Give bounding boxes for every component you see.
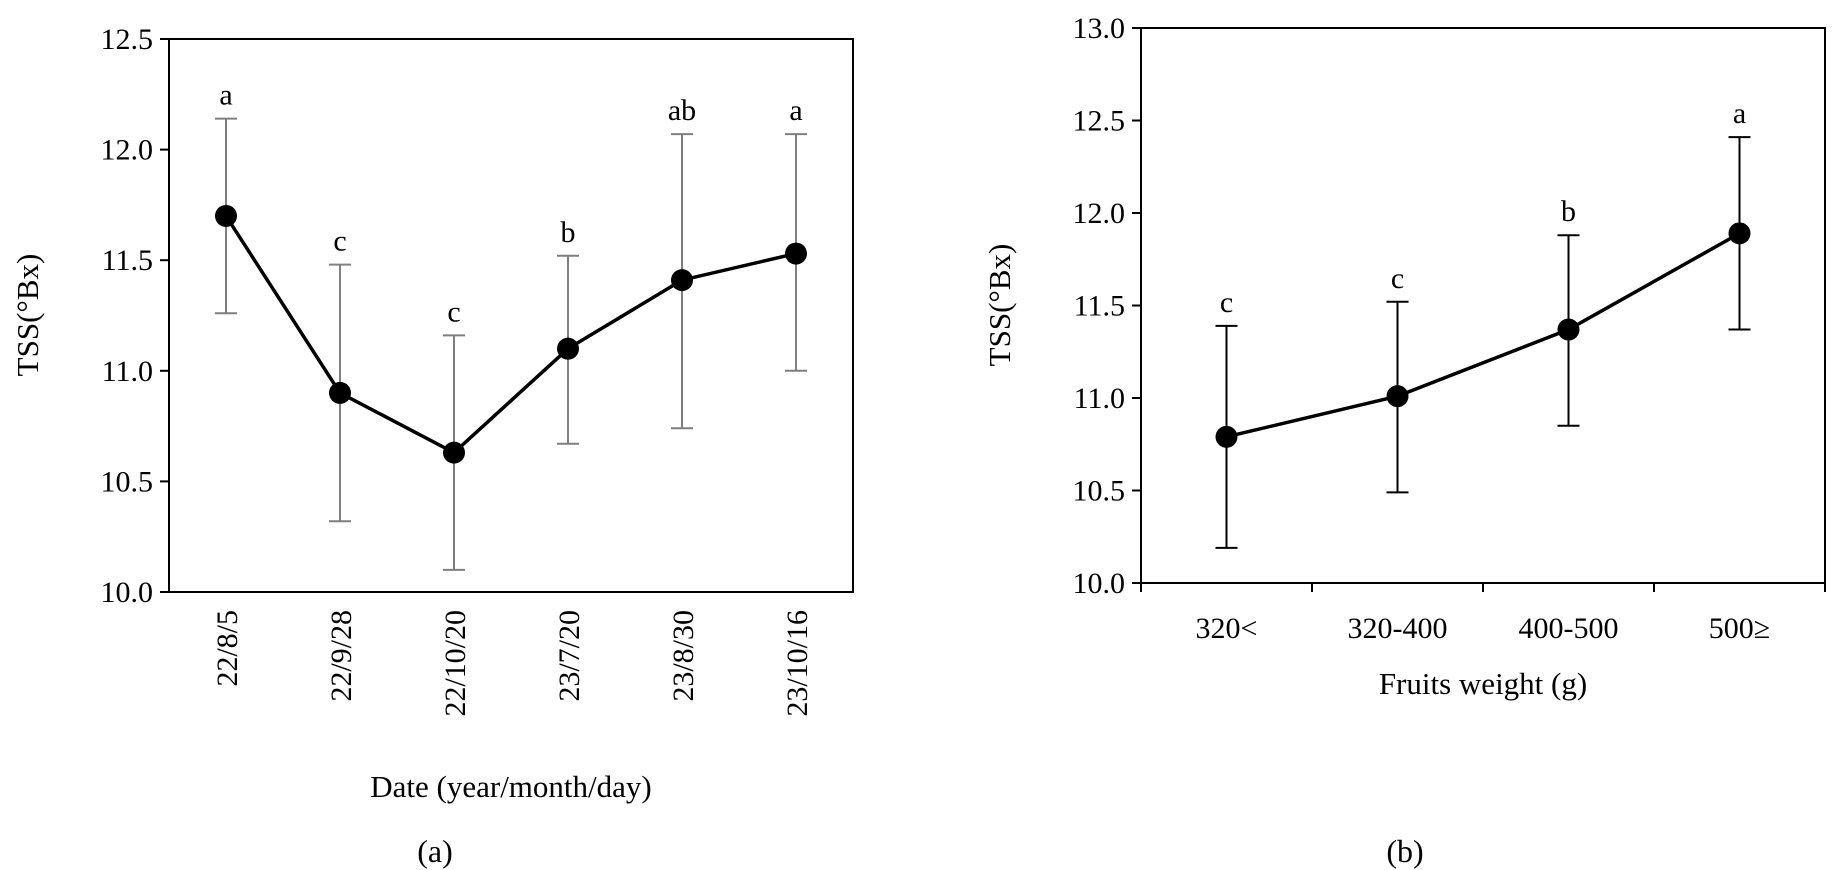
b-significance-label: b (1561, 195, 1576, 228)
a-x-tick-label: 23/8/30 (667, 610, 700, 702)
b-data-point (1215, 425, 1238, 448)
a-significance-label: b (561, 216, 576, 249)
a-x-tick-label: 23/10/16 (781, 610, 814, 717)
a-data-point (443, 441, 465, 464)
a-x-tick-label: 22/8/5 (211, 610, 244, 687)
panel-a-series: a c c b ab a (215, 79, 807, 571)
a-y-tick-label: 10.0 (101, 576, 154, 609)
panel-b-label: (b) (1386, 833, 1423, 869)
b-x-tick-label: 320< (1196, 612, 1258, 645)
b-significance-label: c (1391, 262, 1404, 295)
panel-a-y-axis-title: TSS(°Bx) (10, 254, 45, 377)
a-x-tick-label: 23/7/20 (553, 610, 586, 702)
b-data-point (1728, 222, 1751, 245)
a-y-tick-label: 10.5 (101, 465, 154, 498)
a-significance-label: c (333, 225, 346, 258)
a-data-point (785, 242, 807, 265)
a-data-point (671, 269, 693, 292)
panel-a-x-axis: 22/8/5 22/9/28 22/10/20 23/7/20 23/8/30 23/10… (211, 610, 814, 717)
a-x-tick-label: 22/9/28 (325, 610, 358, 702)
b-y-tick-label: 10.0 (1073, 567, 1126, 600)
a-y-tick-label: 11.0 (102, 355, 153, 388)
panel-a-label: (a) (417, 833, 453, 869)
b-y-tick-label: 11.5 (1074, 290, 1125, 323)
b-y-tick-label: 10.5 (1073, 475, 1126, 508)
panel-b-x-axis: 320< 320-400 400-500 500≥ (1140, 583, 1826, 645)
b-y-tick-label: 11.0 (1074, 382, 1125, 415)
panel-a-x-axis-title: Date (year/month/day) (370, 769, 651, 804)
a-x-tick-label: 22/10/20 (439, 610, 472, 717)
a-significance-label: ab (668, 94, 696, 127)
b-significance-label: a (1733, 97, 1746, 130)
b-x-tick-label: 400-500 (1519, 612, 1619, 645)
b-significance-label: c (1220, 286, 1233, 319)
a-significance-label: c (447, 295, 460, 328)
a-data-point (215, 204, 237, 227)
a-y-tick-label: 12.0 (101, 134, 154, 167)
a-significance-label: a (789, 94, 802, 127)
a-data-point (557, 337, 579, 360)
b-y-tick-label: 12.0 (1073, 197, 1126, 230)
a-data-point (329, 381, 351, 404)
panel-b-x-axis-title: Fruits weight (g) (1379, 666, 1587, 701)
b-y-tick-label: 13.0 (1073, 12, 1126, 45)
b-y-tick-label: 12.5 (1073, 105, 1126, 138)
panel-b-y-axis: 10.0 10.5 11.0 11.5 12.0 12.5 13.0 (1073, 12, 1141, 600)
b-x-tick-label: 320-400 (1348, 612, 1448, 645)
panel-a-y-axis: 10.0 10.5 11.0 11.5 12.0 12.5 (101, 23, 169, 609)
b-data-point (1557, 318, 1580, 341)
b-x-tick-label: 500≥ (1709, 612, 1770, 645)
panel-b-series: c c b a (1215, 97, 1751, 549)
panel-b-chart: 10.0 10.5 11.0 11.5 12.0 12.5 13.0 320< 320-400… (982, 12, 1826, 869)
a-series-line (224, 215, 797, 455)
panel-b-plot-frame (1140, 27, 1826, 584)
panel-b-y-axis-title: TSS(°Bx) (982, 244, 1017, 367)
b-data-point (1386, 385, 1409, 408)
a-significance-label: a (219, 79, 232, 112)
b-series-line (1226, 231, 1741, 439)
panel-a-chart: 10.010.511.011.512.012.5 22/8/5 22/9/28 22… (10, 23, 854, 869)
panel-a-plot-frame (168, 38, 854, 593)
a-y-tick-label: 11.5 (102, 244, 153, 277)
a-y-tick-label: 12.5 (101, 23, 154, 56)
